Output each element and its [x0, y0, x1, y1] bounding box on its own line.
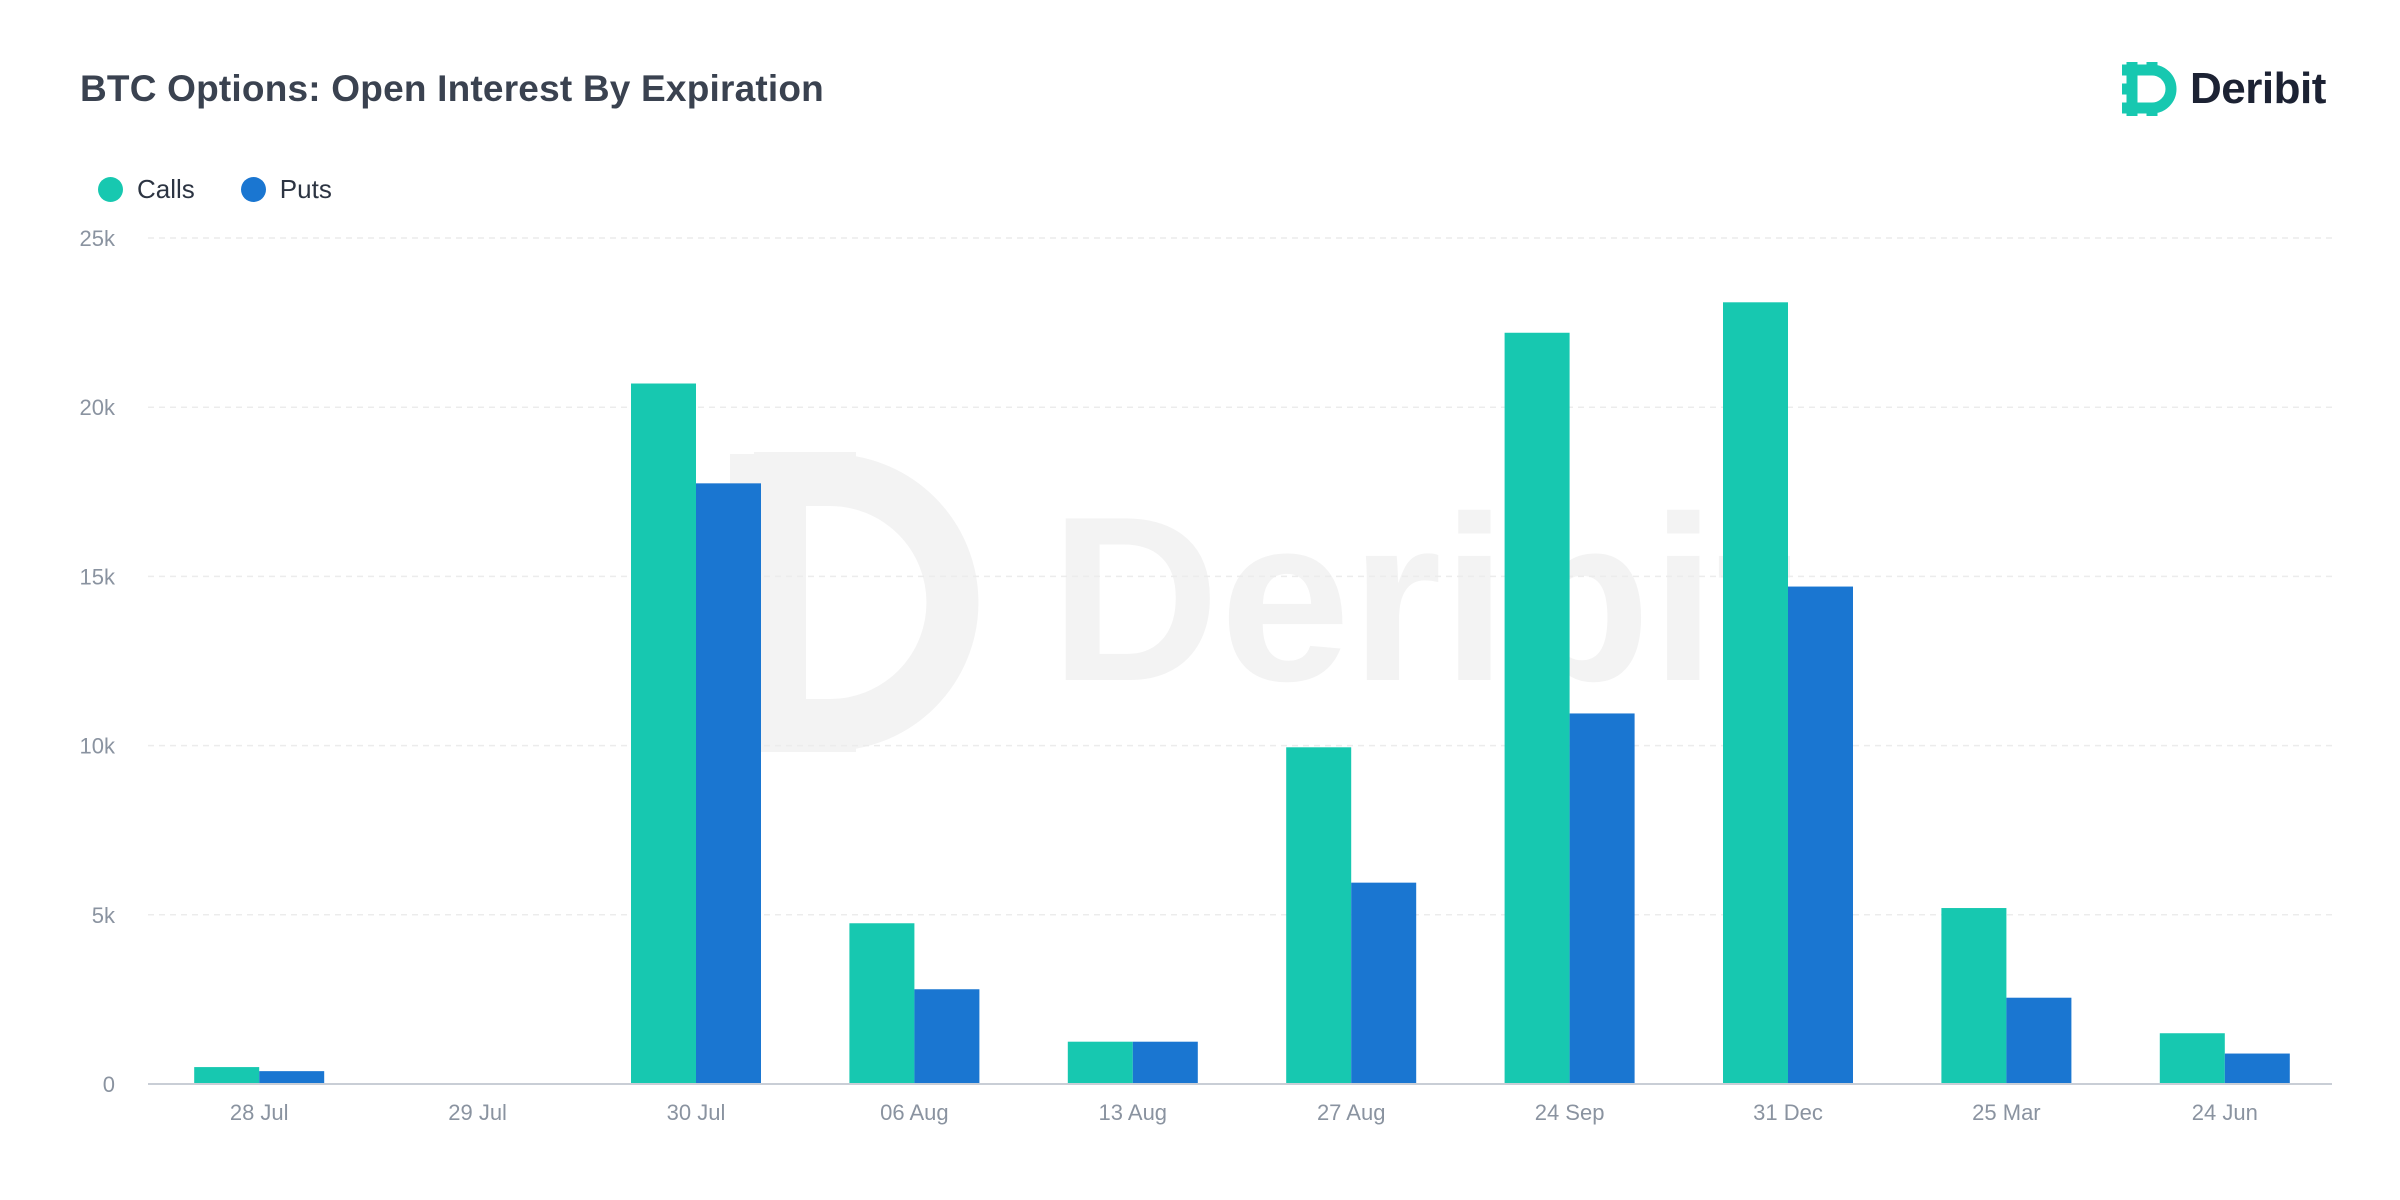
bar-calls[interactable]: [1067, 1041, 1133, 1084]
watermark: Deribit: [730, 452, 1794, 752]
legend-dot-puts: [240, 177, 266, 202]
deribit-logo: Deribit: [2118, 58, 2326, 120]
bar-puts[interactable]: [914, 989, 980, 1084]
x-tick-label: 31 Dec: [1753, 1100, 1823, 1125]
x-tick-label: 13 Aug: [1099, 1100, 1168, 1125]
y-tick-label: 20k: [80, 395, 116, 420]
bar-calls[interactable]: [1723, 302, 1788, 1084]
legend-label-calls: Calls: [137, 174, 195, 204]
chart-title: BTC Options: Open Interest By Expiration: [80, 68, 824, 109]
x-tick-label: 24 Jun: [2192, 1100, 2258, 1125]
watermark-icon: [730, 452, 979, 752]
bar-calls[interactable]: [849, 923, 915, 1084]
legend-label-puts: Puts: [279, 174, 332, 204]
bar-calls[interactable]: [1941, 908, 2007, 1084]
bar-puts[interactable]: [1788, 586, 1853, 1084]
logo-text: Deribit: [2190, 64, 2326, 113]
bar-puts[interactable]: [1132, 1041, 1198, 1084]
bar-puts[interactable]: [1351, 882, 1417, 1084]
y-tick-label: 15k: [80, 564, 116, 589]
axes: 0 5k 10k 15k 20k 25k 28 Jul 29 Jul 30 Jul 06 Aug 1…: [80, 226, 2332, 1125]
bar-puts[interactable]: [2224, 1053, 2290, 1084]
x-tick-label: 24 Sep: [1535, 1100, 1605, 1125]
logo-mark: [2122, 62, 2177, 116]
y-tick-label: 10k: [80, 734, 116, 759]
x-tick-label: 28 Jul: [230, 1100, 289, 1125]
y-tick-label: 25k: [80, 226, 116, 251]
x-tick-label: 25 Mar: [1972, 1100, 2040, 1125]
x-tick-label: 29 Jul: [448, 1100, 507, 1125]
watermark-text: Deribit: [1050, 467, 1794, 730]
x-tick-label: 30 Jul: [667, 1100, 726, 1125]
bar-puts[interactable]: [2006, 997, 2072, 1084]
x-tick-label: 27 Aug: [1317, 1100, 1386, 1125]
bar-calls[interactable]: [1286, 747, 1352, 1084]
bar-puts[interactable]: [1569, 713, 1635, 1084]
y-tick-label: 0: [103, 1072, 115, 1097]
bar-puts[interactable]: [259, 1071, 325, 1084]
grid-lines: [148, 237, 2332, 916]
x-tick-label: 06 Aug: [880, 1100, 949, 1125]
legend: Calls Puts: [98, 174, 378, 205]
bar-calls[interactable]: [194, 1067, 260, 1084]
legend-item-calls[interactable]: Calls: [98, 174, 195, 205]
legend-dot-calls: [98, 177, 123, 202]
bar-calls[interactable]: [631, 383, 696, 1085]
bar-calls[interactable]: [2159, 1033, 2225, 1084]
bar-calls[interactable]: [1504, 332, 1570, 1084]
legend-item-puts[interactable]: Puts: [240, 174, 332, 205]
bars: [194, 302, 2290, 1085]
y-tick-label: 5k: [92, 903, 116, 928]
bar-puts[interactable]: [696, 483, 761, 1085]
deribit-logo-icon: [2122, 62, 2177, 116]
